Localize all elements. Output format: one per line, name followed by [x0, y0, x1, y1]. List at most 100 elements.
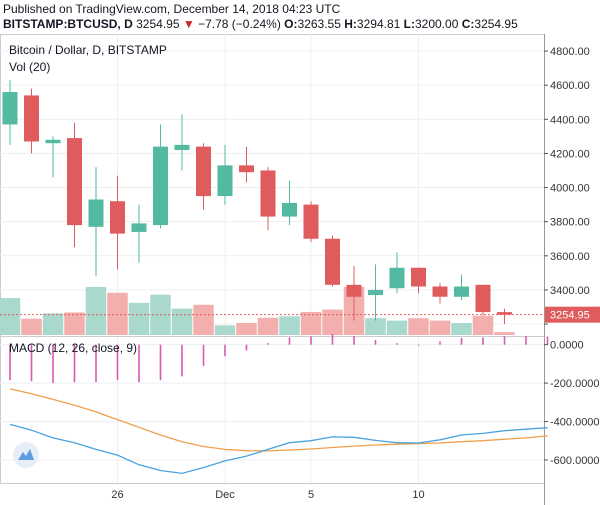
macd-histogram-bar [396, 343, 398, 345]
volume-bar [193, 304, 214, 335]
candle [282, 180, 297, 226]
close-value: 3254.95 [474, 17, 518, 31]
open-value: 3263.55 [297, 17, 341, 31]
time-tick-label: Dec [215, 489, 235, 501]
volume-bar [21, 318, 42, 335]
candle [389, 252, 405, 294]
time-tick-label: 5 [308, 489, 314, 501]
candle-body [131, 223, 147, 232]
last-price-tag [545, 306, 600, 323]
candle-body [432, 286, 448, 297]
candle-body [67, 138, 82, 226]
candle-body [411, 267, 426, 287]
candle-body [346, 284, 362, 297]
candle-body [110, 201, 125, 234]
macd-histogram-bar [245, 344, 248, 351]
candle [239, 146, 254, 183]
candles [2, 80, 512, 325]
chart-title: Bitcoin / Dollar, D, BITSTAMP [9, 43, 167, 57]
candle-body [24, 95, 39, 142]
candle-body [217, 165, 233, 197]
macd-histogram-bar [439, 341, 441, 345]
candle-body [475, 284, 491, 313]
volume-bar [128, 302, 150, 335]
candle [368, 264, 383, 321]
low-label: L: [403, 17, 415, 31]
candle [174, 114, 190, 171]
close-label: C: [461, 17, 475, 31]
candle [454, 274, 469, 301]
candle [88, 167, 104, 277]
last-price-tag-label: 3254.95 [550, 310, 590, 322]
macd-tick-label: -600.0000 [550, 455, 600, 467]
candle-body [239, 165, 254, 173]
macd-histogram-bar [202, 344, 205, 366]
volume-bar [42, 313, 64, 335]
volume-bar [0, 298, 21, 335]
macd-histogram-bar [417, 344, 420, 346]
candle [2, 80, 18, 145]
volume-bar [408, 318, 429, 335]
volume-bar [322, 309, 343, 335]
macd-tick-label: 0.0000 [550, 340, 584, 352]
price-axis: 4800.00 4600.00 4400.00 4200.00 4000.00 3800.… [544, 46, 590, 325]
candle-body [153, 146, 168, 226]
volume-bar [107, 292, 128, 335]
price-tick-label: 3800.00 [550, 217, 590, 229]
tradingview-logo-icon [13, 442, 39, 468]
candle-body [2, 92, 18, 125]
macd-histogram-bar [353, 335, 355, 345]
volume-bar [365, 318, 386, 335]
candle [110, 175, 125, 270]
macd-histogram-bar [267, 343, 269, 345]
volume-bar [472, 315, 494, 335]
volume-bar [64, 312, 85, 335]
volume-bar [300, 311, 322, 335]
volume-bar [451, 323, 472, 335]
candle [217, 144, 233, 205]
symbol-label: BITSTAMP:BTCUSD, D [3, 17, 133, 31]
price-tick-label: 3600.00 [550, 251, 590, 263]
candle-body [454, 286, 469, 297]
price-tick-label: 4400.00 [550, 114, 590, 126]
macd-histogram-bar [503, 336, 506, 345]
candle-body [303, 204, 319, 239]
change-arrow: ▼ [182, 17, 195, 31]
volume-bar [494, 332, 515, 335]
candle [346, 266, 362, 321]
candle [24, 88, 39, 154]
change-value: −7.78 (−0.24%) [198, 17, 281, 31]
price-chart[interactable]: 3254.95 4800.00 4600.00 4400.00 4200.00 4000… [0, 34, 600, 505]
volume-bar [236, 323, 257, 335]
macd-histogram-bar [9, 344, 11, 381]
macd-axis: 0.0000 -200.0000 -400.0000 -600.0000 [544, 340, 600, 467]
macd-histogram-bar [374, 340, 377, 345]
candle [475, 284, 491, 316]
macd-histogram-bar [138, 344, 140, 383]
volume-bar [386, 320, 408, 335]
price-tick-label: 4200.00 [550, 148, 590, 160]
candle-body [325, 238, 340, 285]
candle [497, 308, 512, 325]
macd-histogram-bar [95, 344, 97, 383]
macd-histogram-bar [224, 344, 226, 357]
high-label: H: [344, 17, 357, 31]
volume-bars [0, 287, 515, 335]
candle-body [196, 146, 211, 197]
macd-tick-label: -200.0000 [550, 378, 600, 390]
price-tick-label: 3400.00 [550, 285, 590, 297]
candle-body [368, 289, 383, 296]
open-label: O: [284, 17, 298, 31]
candle [45, 136, 61, 178]
macd-histogram-bar [52, 344, 54, 384]
candle [303, 201, 319, 243]
ohlc-header: BITSTAMP:BTCUSD, D 3254.95 ▼ −7.78 (−0.2… [3, 17, 518, 31]
macd-histogram-bar [30, 344, 33, 382]
macd-histogram-bar [159, 344, 162, 381]
macd-histogram-bar [73, 344, 76, 383]
time-tick-label: 10 [412, 489, 424, 501]
macd-lines [9, 388, 548, 475]
candle-body [174, 144, 190, 151]
macd-histogram-bar [525, 336, 527, 345]
candle [260, 167, 276, 231]
